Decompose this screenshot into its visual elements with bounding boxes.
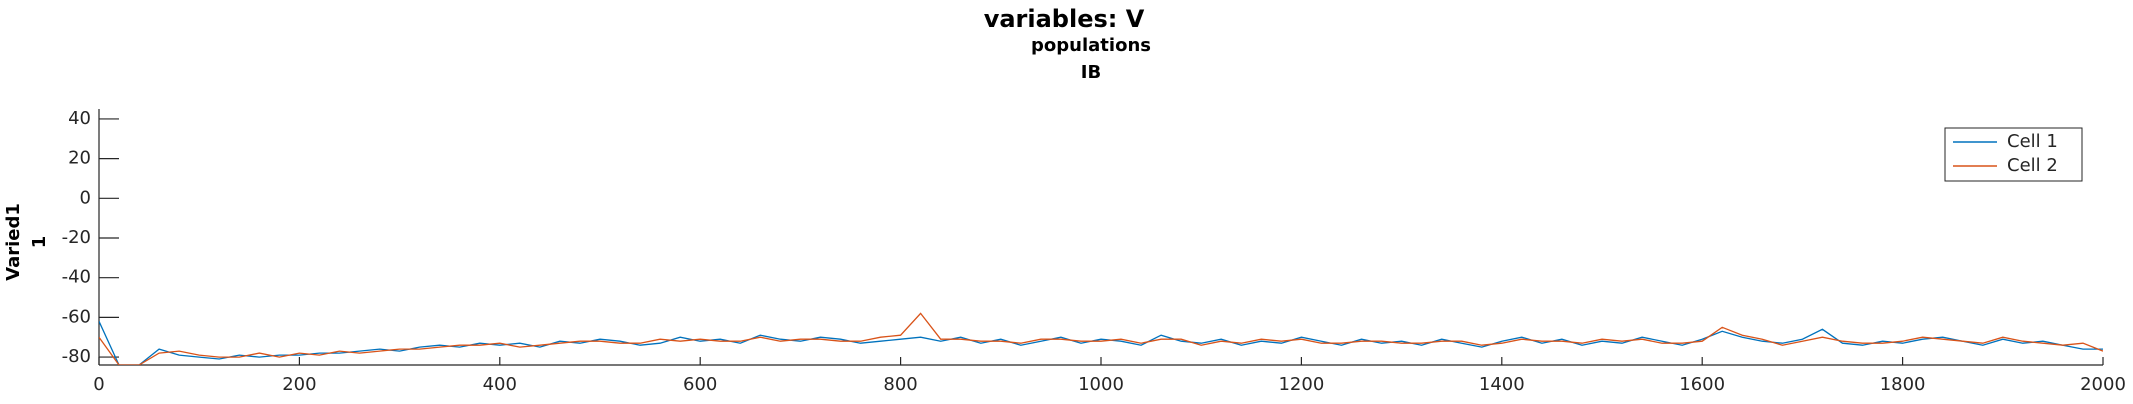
- y-tick-label: -20: [62, 227, 91, 248]
- subtitle: populations: [1031, 35, 1151, 56]
- x-tick-label: 1200: [1278, 374, 1324, 395]
- x-tick-label: 1600: [1679, 374, 1725, 395]
- x-tick-label: 1000: [1078, 374, 1124, 395]
- y-axis-label: 1: [29, 236, 50, 249]
- chart-title: variables: V: [984, 5, 1145, 33]
- series-line: [99, 312, 2103, 365]
- x-tick-label: 400: [483, 374, 517, 395]
- y-axis-label: Varied1: [3, 203, 24, 281]
- x-tick-label: 0: [93, 374, 104, 395]
- y-tick-label: -80: [62, 346, 91, 367]
- legend-box: [1944, 127, 2083, 182]
- legend-label: Cell 1: [2007, 131, 2058, 152]
- y-tick-label: 40: [68, 108, 91, 129]
- y-tick-label: 20: [68, 148, 91, 169]
- plot-area: [99, 312, 2103, 365]
- y-tick-label: 0: [80, 187, 91, 208]
- x-tick-label: 1400: [1479, 374, 1525, 395]
- subtitle: IB: [1081, 62, 1101, 83]
- x-tick-label: 800: [883, 374, 917, 395]
- x-tick-label: 200: [282, 374, 316, 395]
- x-tick-label: 2000: [2080, 374, 2126, 395]
- legend-label: Cell 2: [2007, 155, 2058, 176]
- y-tick-label: -40: [62, 267, 91, 288]
- y-tick-label: -60: [62, 306, 91, 327]
- x-tick-label: 1800: [1880, 374, 1926, 395]
- x-tick-label: 600: [683, 374, 717, 395]
